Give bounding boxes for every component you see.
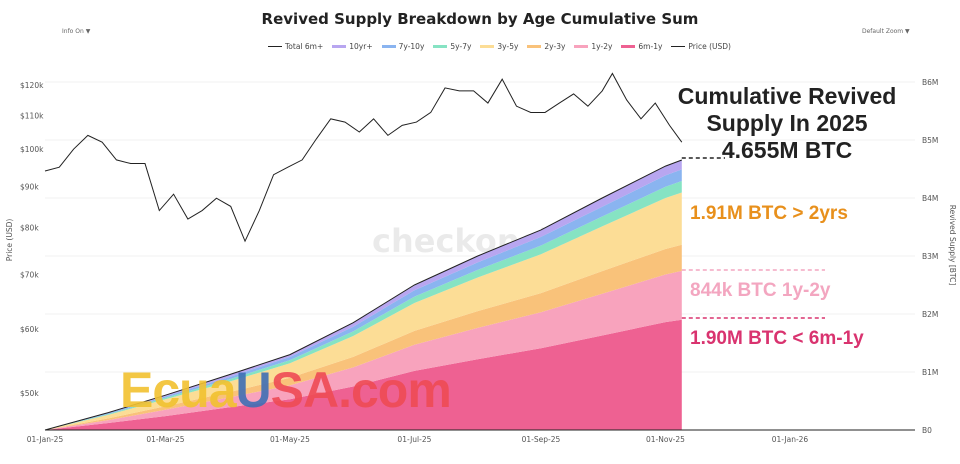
x-tick-label: 01-May-25 [270, 435, 310, 444]
left-tick-label: $80k [20, 224, 39, 233]
left-tick-label: $50k [20, 389, 39, 398]
right-tick-label: B5M [922, 136, 938, 145]
legend-item-1y-2y[interactable]: 1y-2y [574, 42, 612, 51]
left-tick-label: $60k [20, 325, 39, 334]
x-tick-label: 01-Jan-26 [772, 435, 809, 444]
x-tick-label: 01-Mar-25 [146, 435, 184, 444]
legend-swatch [527, 45, 542, 48]
right-tick-label: B0 [922, 426, 932, 435]
x-tick-label: 01-Sep-25 [522, 435, 561, 444]
legend-item-10yr-[interactable]: 10yr+ [332, 42, 373, 51]
left-tick-label: $100k [20, 145, 44, 154]
legend-swatch [332, 45, 347, 48]
legend-label: 3y-5y [497, 42, 519, 51]
legend-label: Price (USD) [688, 42, 731, 51]
annotation-1y-2y: 844k BTC 1y-2y [690, 280, 831, 301]
headline-3: 4.655M BTC [721, 137, 853, 163]
left-tick-label: $120k [20, 81, 44, 90]
right-axis-label: Revived Supply [BTC] [948, 205, 957, 286]
legend-label: 10yr+ [349, 42, 373, 51]
legend-item-7y-10y[interactable]: 7y-10y [381, 42, 425, 51]
left-axis-label: Price (USD) [5, 219, 14, 262]
line-price-usd [44, 72, 683, 243]
right-tick-label: B3M [922, 252, 938, 261]
legend-swatch [433, 45, 448, 48]
legend-label: 7y-10y [398, 42, 425, 51]
right-tick-label: B6M [922, 78, 938, 87]
headline-1: Cumulative Revived [677, 83, 897, 109]
legend-label: 2y-3y [544, 42, 566, 51]
legend-label: 6m-1y [638, 42, 663, 51]
annotation-over-2y: 1.91M BTC > 2yrs [690, 203, 848, 224]
left-tick-label: $70k [20, 271, 39, 280]
line-total-6m-plus [44, 159, 682, 431]
x-tick-label: 01-Jan-25 [27, 435, 64, 444]
legend-item-price-usd-[interactable]: Price (USD) [671, 42, 731, 51]
zoom-dropdown[interactable]: Default Zoom ▼ [862, 28, 910, 35]
right-tick-label: B4M [922, 194, 938, 203]
legend-item-total-6m-[interactable]: Total 6m+ [268, 42, 323, 51]
right-tick-label: B2M [922, 310, 938, 319]
legend-swatch [621, 45, 636, 48]
legend-item-5y-7y[interactable]: 5y-7y [433, 42, 471, 51]
annotation-6m-1y: 1.90M BTC < 6m-1y [690, 328, 864, 349]
headline-2: Supply In 2025 [706, 110, 868, 136]
left-tick-label: $90k [20, 182, 39, 191]
info-toggle-dropdown[interactable]: Info On ▼ [62, 28, 91, 35]
x-tick-label: 01-Jul-25 [397, 435, 431, 444]
area-6m-1y [45, 319, 682, 430]
legend-label: 5y-7y [450, 42, 472, 51]
legend-swatch [671, 46, 686, 47]
left-tick-label: $110k [20, 112, 44, 121]
legend-swatch [268, 46, 282, 47]
legend-item-2y-3y[interactable]: 2y-3y [527, 42, 565, 51]
x-tick-label: 01-Nov-25 [646, 435, 685, 444]
legend-swatch [480, 45, 495, 48]
right-tick-label: B1M [922, 368, 938, 377]
watermark-ecuausa-logo: EcuaUSA.com [120, 362, 452, 418]
legend-swatch [381, 45, 396, 48]
legend: Total 6m+ 10yr+ 7y-10y 5y-7y 3y-5y 2y-3y 1y-2y… [268, 42, 731, 51]
legend-item-6m-1y[interactable]: 6m-1y [621, 42, 662, 51]
legend-item-3y-5y[interactable]: 3y-5y [480, 42, 518, 51]
chart-title: Revived Supply Breakdown by Age Cumulati… [261, 10, 699, 28]
legend-label: Total 6m+ [285, 42, 324, 51]
legend-label: 1y-2y [591, 42, 613, 51]
legend-swatch [574, 45, 589, 48]
